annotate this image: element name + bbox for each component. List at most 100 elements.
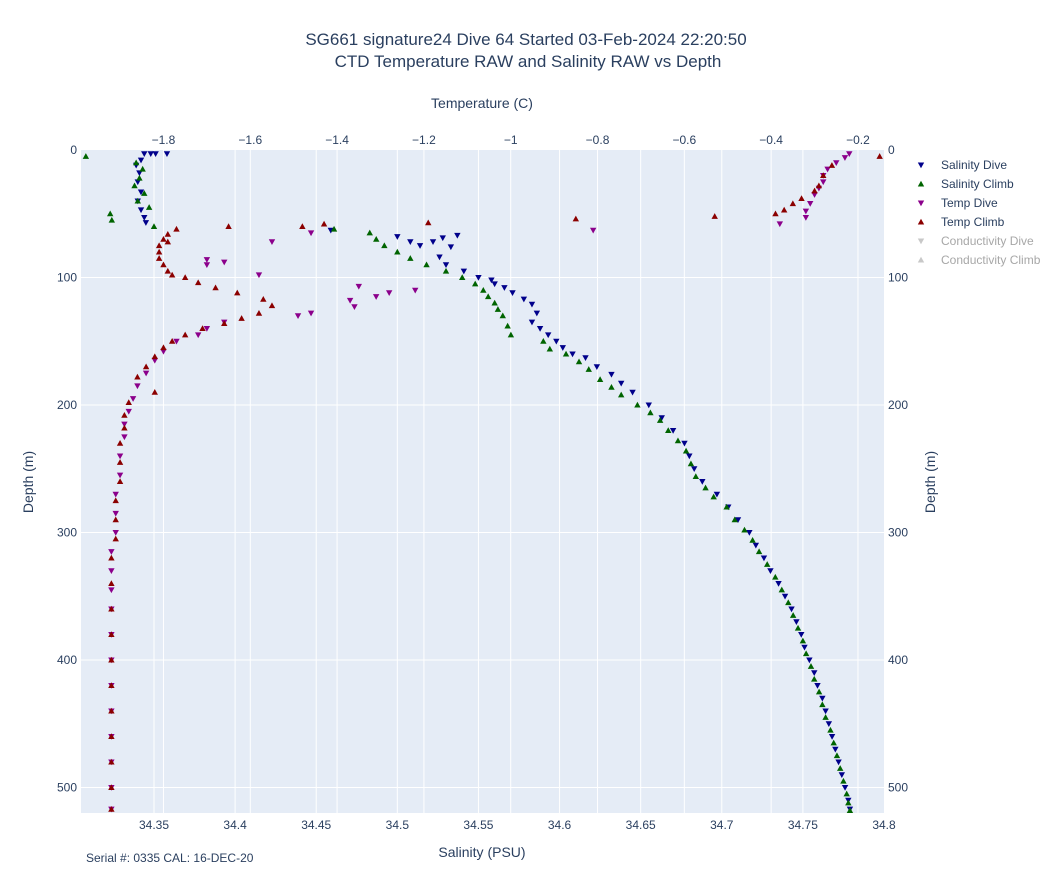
legend-label: Salinity Climb bbox=[941, 177, 1014, 191]
data-point bbox=[833, 160, 840, 166]
data-point bbox=[835, 759, 842, 766]
depth-tick-label-left: 0 bbox=[70, 143, 77, 157]
legend-marker bbox=[917, 162, 925, 169]
data-point bbox=[299, 223, 306, 230]
data-point bbox=[307, 230, 315, 237]
salinity-tick-label: 34.7 bbox=[710, 818, 734, 832]
temperature-tick-label: −0.6 bbox=[672, 133, 696, 147]
data-point bbox=[112, 529, 119, 536]
depth-tick-label-right: 100 bbox=[888, 271, 908, 285]
data-point bbox=[665, 427, 672, 434]
data-point bbox=[125, 408, 132, 415]
data-point bbox=[692, 473, 700, 479]
data-point bbox=[629, 389, 636, 396]
data-point bbox=[142, 370, 150, 377]
data-point bbox=[294, 313, 302, 319]
legend-label: Temp Climb bbox=[941, 215, 1005, 229]
data-point bbox=[752, 542, 760, 549]
data-point bbox=[811, 192, 818, 198]
data-point bbox=[160, 261, 167, 268]
legend-item-temp-dive[interactable]: Temp Dive bbox=[917, 196, 998, 210]
legend[interactable]: Salinity Dive Salinity Climb Temp Dive Temp… bbox=[917, 158, 1041, 267]
data-point bbox=[423, 261, 430, 268]
data-point bbox=[778, 586, 785, 593]
legend-item-conductivity-dive[interactable]: Conductivity Dive bbox=[917, 234, 1034, 248]
data-point bbox=[112, 491, 119, 498]
data-point bbox=[819, 701, 826, 708]
depth-tick-label-left: 200 bbox=[57, 398, 77, 412]
data-point bbox=[772, 210, 779, 217]
data-point bbox=[163, 151, 171, 158]
data-point bbox=[137, 189, 145, 196]
data-point bbox=[346, 297, 354, 304]
data-point bbox=[840, 777, 847, 784]
data-point bbox=[822, 708, 829, 715]
data-point bbox=[827, 726, 834, 733]
data-point bbox=[181, 331, 189, 338]
legend-item-temp-climb[interactable]: Temp Climb bbox=[917, 215, 1005, 229]
data-point bbox=[540, 338, 547, 344]
data-point bbox=[108, 631, 115, 638]
temperature-tick-label: −1.4 bbox=[325, 133, 349, 147]
salinity-tick-label: 34.45 bbox=[301, 818, 331, 832]
data-point bbox=[841, 155, 849, 161]
data-point bbox=[802, 650, 810, 657]
legend-label: Conductivity Climb bbox=[941, 253, 1041, 267]
data-point bbox=[355, 283, 362, 290]
data-point bbox=[134, 373, 141, 380]
data-point bbox=[442, 267, 450, 274]
data-point bbox=[806, 657, 813, 664]
data-point bbox=[112, 497, 119, 504]
data-point bbox=[788, 606, 795, 613]
data-point bbox=[151, 389, 158, 395]
depth-tick-label-right: 200 bbox=[888, 398, 908, 412]
data-point bbox=[833, 752, 841, 759]
data-point bbox=[528, 301, 536, 308]
chart-title-line2: CTD Temperature RAW and Salinity RAW vs … bbox=[335, 52, 722, 71]
data-point bbox=[780, 206, 788, 213]
data-point bbox=[412, 287, 419, 294]
data-point bbox=[255, 272, 263, 279]
data-point bbox=[108, 216, 116, 223]
data-point bbox=[116, 453, 124, 460]
data-point bbox=[575, 358, 583, 365]
data-point bbox=[828, 733, 836, 740]
legend-item-salinity-dive[interactable]: Salinity Dive bbox=[917, 158, 1008, 172]
data-point bbox=[799, 637, 807, 644]
data-point bbox=[772, 573, 779, 580]
legend-item-conductivity-climb[interactable]: Conductivity Climb bbox=[917, 253, 1041, 267]
data-point bbox=[520, 296, 528, 303]
data-point bbox=[134, 179, 141, 186]
data-point bbox=[811, 670, 818, 676]
depth-tick-label-left: 400 bbox=[57, 653, 77, 667]
data-point bbox=[841, 784, 849, 791]
data-point bbox=[108, 554, 115, 561]
data-point bbox=[436, 254, 443, 261]
data-point bbox=[108, 707, 115, 714]
salinity-tick-label: 34.8 bbox=[872, 818, 896, 832]
data-point bbox=[112, 535, 119, 542]
data-point bbox=[781, 593, 789, 600]
data-point bbox=[731, 516, 738, 523]
legend-item-salinity-climb[interactable]: Salinity Climb bbox=[917, 177, 1014, 191]
data-point bbox=[108, 568, 115, 574]
data-point bbox=[330, 225, 338, 232]
data-point bbox=[125, 399, 132, 406]
data-point bbox=[141, 190, 148, 196]
data-point bbox=[134, 197, 141, 204]
data-point bbox=[596, 376, 604, 383]
data-point bbox=[793, 619, 800, 625]
data-point bbox=[173, 225, 180, 232]
salinity-tick-label: 34.65 bbox=[626, 818, 656, 832]
data-point bbox=[509, 290, 516, 296]
data-point bbox=[194, 332, 202, 339]
salinity-tick-label: 34.6 bbox=[548, 818, 572, 832]
data-point bbox=[484, 293, 492, 300]
temperature-tick-label: −1 bbox=[504, 133, 518, 147]
data-point bbox=[593, 364, 601, 370]
data-point bbox=[260, 295, 267, 302]
data-point bbox=[168, 338, 176, 344]
data-point bbox=[381, 242, 388, 249]
data-point bbox=[160, 344, 167, 351]
data-point bbox=[647, 409, 654, 416]
